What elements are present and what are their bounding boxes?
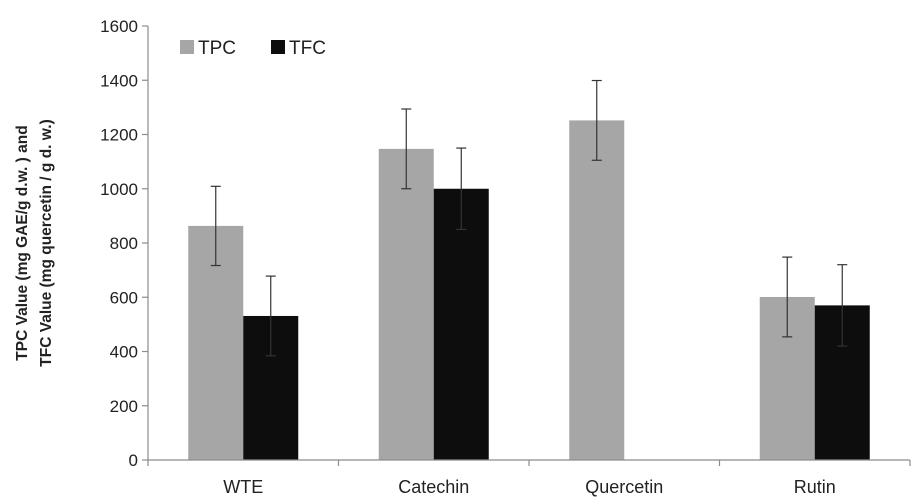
y-tick-label: 1400	[100, 71, 138, 90]
y-tick-label: 400	[110, 343, 138, 362]
y-axis-label-line-1: TPC Value (mg GAE/g d.w. ) and	[14, 125, 31, 360]
y-tick-label: 1600	[100, 17, 138, 36]
legend-label-tfc: TFC	[289, 38, 326, 59]
bars	[188, 120, 870, 461]
legend-swatch-tfc	[271, 40, 285, 54]
legend-swatch-tpc	[180, 40, 194, 54]
y-axis-ticks: 0 200 400 600 800 1000 1200 1400 1600	[100, 17, 148, 470]
axes	[147, 26, 911, 466]
y-tick-label: 1000	[100, 180, 138, 199]
legend: TPC TFC	[180, 38, 326, 59]
y-tick-label: 0	[129, 451, 138, 470]
bar-tpc-catechin	[378, 148, 434, 460]
y-tick-label: 1200	[100, 126, 138, 145]
y-tick-label: 200	[110, 397, 138, 416]
y-tick-label: 800	[110, 234, 138, 253]
bar-tpc-quercetin	[569, 120, 625, 461]
x-category-label: WTE	[223, 477, 263, 497]
bar-tfc-catechin	[433, 188, 489, 460]
x-category-label: Rutin	[794, 477, 836, 497]
x-category-label: Quercetin	[585, 477, 663, 497]
x-axis-categories: WTE Catechin Quercetin Rutin	[223, 477, 836, 497]
x-category-label: Catechin	[398, 477, 469, 497]
legend-label-tpc: TPC	[198, 38, 236, 59]
error-bars	[210, 79, 848, 357]
y-axis-label-line-2: TFC Value (mg quercetin / g d. w.)	[38, 119, 55, 366]
y-axis-label: TPC Value (mg GAE/g d.w. ) and TFC Value…	[14, 119, 55, 366]
y-tick-label: 600	[110, 288, 138, 307]
